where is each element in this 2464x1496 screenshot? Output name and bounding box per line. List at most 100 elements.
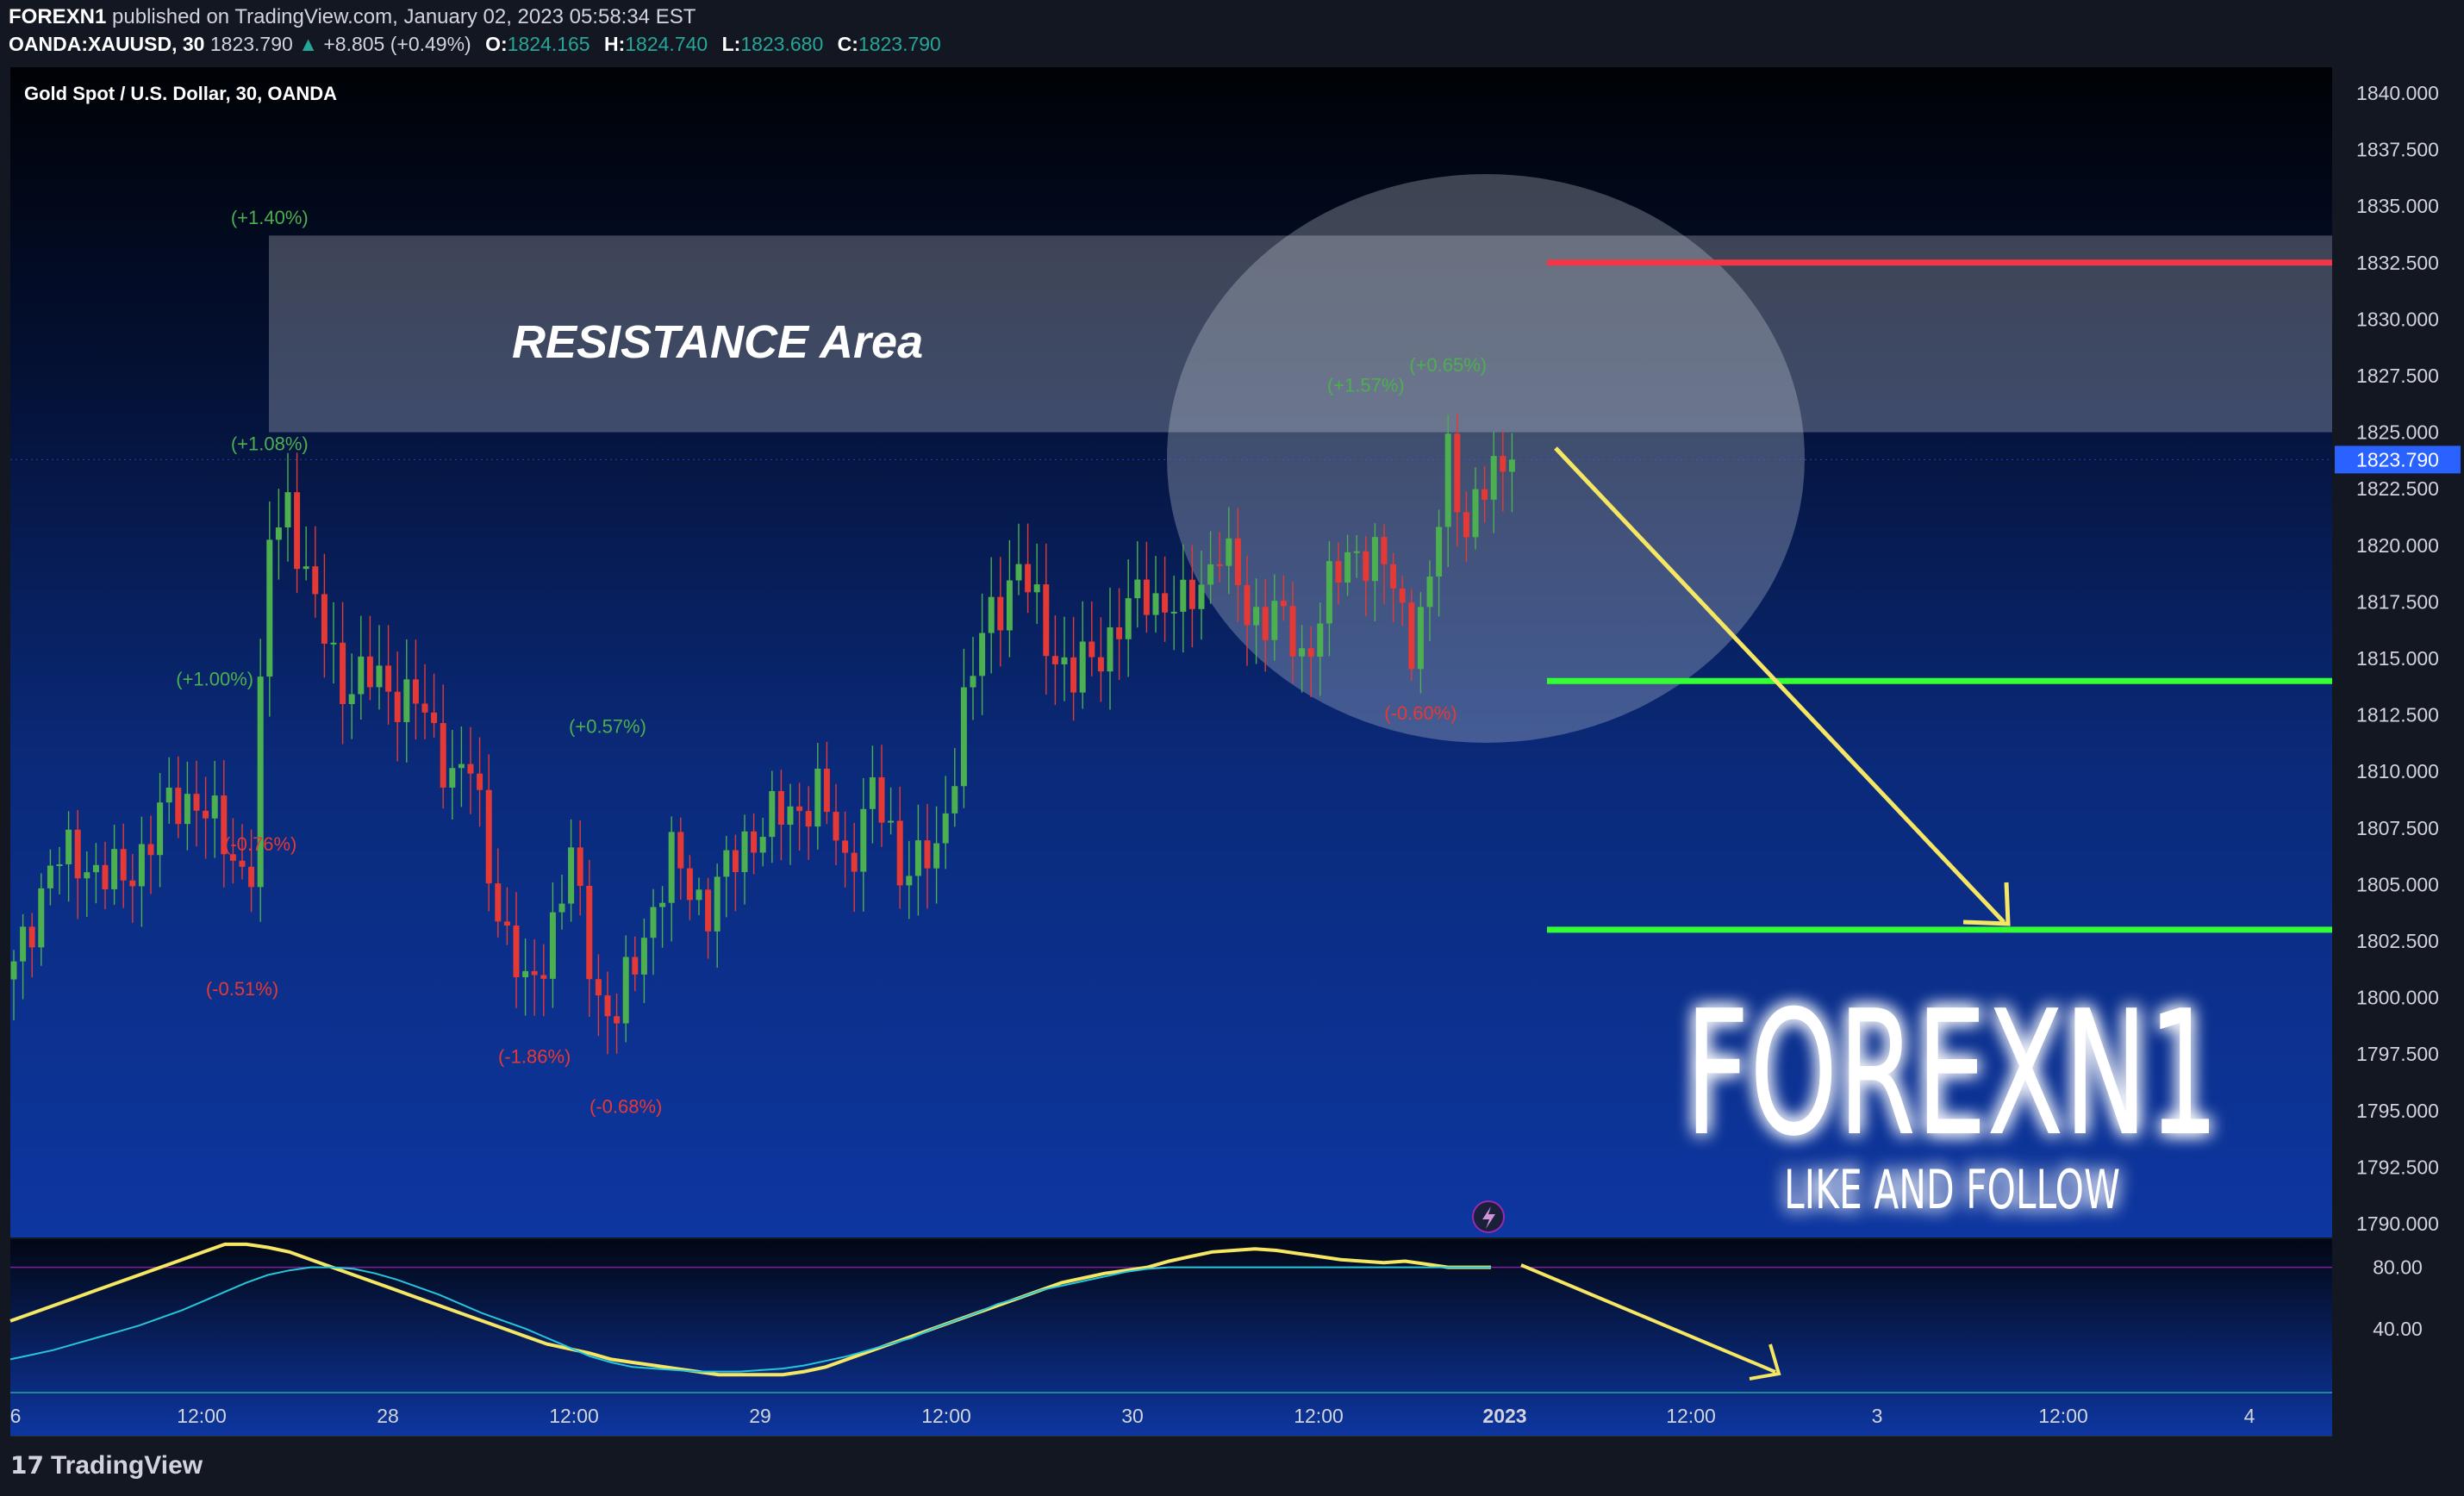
price-scale[interactable] [2332, 67, 2464, 1436]
highlight-ellipse[interactable] [1167, 174, 1805, 743]
candle [1253, 578, 1260, 664]
forexn1-watermark: FOREXN1 LIKE AND FOLLOW [1685, 974, 2219, 1221]
candle [1207, 531, 1214, 604]
candle [1051, 614, 1058, 706]
candle [796, 782, 803, 851]
candle [1436, 509, 1443, 617]
candle [942, 776, 949, 870]
candle [1162, 556, 1169, 642]
candle [1490, 431, 1497, 533]
candle [1363, 536, 1369, 617]
price-tick: 1832.500 [2356, 252, 2439, 274]
high-value: 1824.740 [625, 33, 708, 55]
candle [1344, 534, 1351, 596]
candle [686, 855, 693, 920]
percent-annotation: (-1.86%) [498, 1046, 571, 1068]
candle [842, 811, 849, 888]
candle [1326, 541, 1332, 657]
candle [275, 489, 282, 580]
candle [896, 786, 903, 909]
candle [1143, 541, 1150, 633]
time-tick: 12:00 [1294, 1405, 1344, 1427]
candle [632, 936, 639, 992]
candle [1089, 601, 1095, 676]
close-value: 1823.790 [858, 33, 941, 55]
resistance-zone[interactable] [269, 235, 2332, 433]
price-tick: 1802.500 [2356, 930, 2439, 952]
low-value: 1823.680 [740, 33, 824, 55]
candle [851, 822, 858, 913]
percent-annotation: (-0.76%) [224, 833, 296, 855]
candle [485, 754, 492, 912]
candle [449, 730, 456, 820]
price-tick: 1830.000 [2356, 308, 2439, 330]
candle [394, 651, 401, 762]
percent-annotation: (-0.68%) [589, 1095, 662, 1117]
chart-title: Gold Spot / U.S. Dollar, 30, OANDA [24, 83, 337, 104]
candle [814, 743, 821, 850]
candle [1070, 616, 1077, 721]
candle [586, 859, 593, 1018]
lightning-icon[interactable] [1472, 1200, 1505, 1233]
candle [1463, 491, 1469, 562]
candle [549, 882, 556, 1008]
price-tick: 1827.500 [2356, 365, 2439, 387]
candle [823, 741, 830, 825]
close-label: C: [837, 33, 858, 55]
candle [340, 602, 346, 745]
publisher-name[interactable]: FOREXN1 [9, 5, 107, 28]
candle [751, 813, 758, 875]
candle [1371, 523, 1378, 621]
candle [1180, 544, 1187, 653]
candle [348, 653, 355, 739]
candle [120, 823, 127, 908]
candle [614, 993, 621, 1054]
candle [284, 452, 291, 562]
price-tick: 1825.000 [2356, 421, 2439, 444]
tradingview-brand: TradingView [50, 1451, 203, 1480]
candle [1097, 617, 1104, 702]
candle [1216, 532, 1223, 583]
candle [440, 684, 446, 809]
watermark-subtitle: LIKE AND FOLLOW [1784, 1158, 2120, 1221]
percent-annotation: (-0.51%) [206, 978, 278, 1000]
candle [412, 639, 419, 740]
oscillator-arrow-head [1749, 1343, 1781, 1381]
price-tick: 1807.500 [2356, 817, 2439, 839]
candle [92, 843, 99, 904]
candle [869, 745, 876, 844]
candle [522, 938, 529, 1016]
candle [951, 748, 958, 827]
candle [1116, 588, 1123, 681]
candle [303, 526, 309, 581]
price-tick: 1800.000 [2356, 987, 2439, 1009]
stoch-d-line [9, 1266, 1491, 1373]
candle [1125, 559, 1132, 677]
price-tick: 1822.500 [2356, 477, 2439, 500]
forecast-arrow[interactable] [1554, 446, 2006, 924]
symbol-name[interactable]: OANDA:XAUUSD, 30 [9, 33, 205, 55]
candle [330, 602, 337, 684]
candle [914, 804, 921, 916]
high-label: H: [603, 33, 626, 55]
candle [1244, 555, 1251, 666]
candle [1353, 534, 1360, 578]
candle [56, 846, 63, 894]
candle [257, 639, 264, 922]
candle [184, 761, 190, 851]
candle [1399, 576, 1406, 626]
price-tick: 1812.500 [2356, 704, 2439, 726]
candle [1043, 543, 1050, 695]
tradingview-footer[interactable]: 𝟭𝟳 TradingView [10, 1451, 203, 1480]
candle [495, 848, 502, 938]
candle [540, 944, 547, 1017]
candle [595, 954, 602, 1037]
candle [906, 840, 913, 919]
oscillator-tick: 40.00 [2373, 1318, 2423, 1340]
candle [1299, 625, 1306, 693]
candle [531, 939, 538, 1016]
candle [1262, 579, 1269, 672]
candle [668, 816, 675, 942]
oscillator-arrow[interactable] [1520, 1263, 1776, 1374]
